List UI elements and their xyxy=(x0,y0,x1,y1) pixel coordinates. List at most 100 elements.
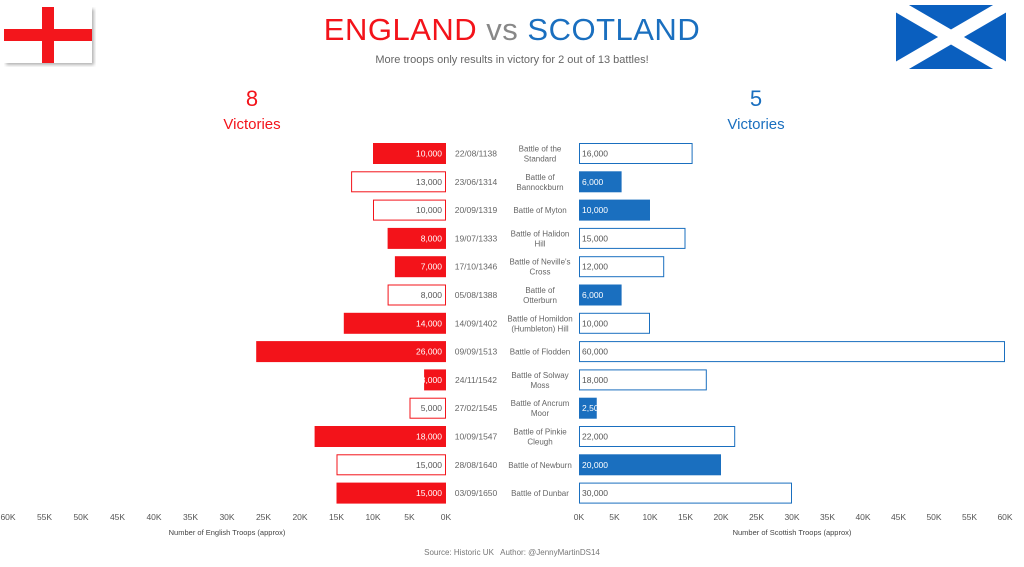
battle-name: Battle of the xyxy=(519,145,562,154)
english-value-label: 15,000 xyxy=(416,488,442,498)
english-bar xyxy=(409,397,446,419)
english-value-label: 10,000 xyxy=(416,149,442,159)
left-axis-tick-label: 30K xyxy=(219,512,234,522)
right-axis-tick-label: 20K xyxy=(713,512,728,522)
english-value-label: 3,000 xyxy=(421,375,443,385)
battle-name: Moss xyxy=(530,381,549,390)
english-value-label: 14,000 xyxy=(416,318,442,328)
title-scotland: SCOTLAND xyxy=(527,12,701,47)
english-bar xyxy=(394,256,446,278)
scottish-value-label: 2,500 xyxy=(582,403,604,413)
battle-name: Battle of Ancrum xyxy=(511,399,570,408)
scottish-value-label: 30,000 xyxy=(582,488,608,498)
right-axis-tick-label: 55K xyxy=(962,512,977,522)
title-england: ENGLAND xyxy=(323,12,478,47)
left-axis-tick-label: 15K xyxy=(329,512,344,522)
english-bar xyxy=(373,199,446,221)
right-axis-tick-label: 40K xyxy=(855,512,870,522)
scottish-value-label: 6,000 xyxy=(582,290,604,300)
battle-name: Battle of xyxy=(525,173,555,182)
scottish-bar xyxy=(579,199,650,221)
left-axis-tick-label: 0K xyxy=(441,512,452,522)
battle-date: 28/08/1640 xyxy=(455,460,498,470)
battle-date: 20/09/1319 xyxy=(455,205,498,215)
right-axis-tick-label: 30K xyxy=(784,512,799,522)
english-value-label: 13,000 xyxy=(416,177,442,187)
battle-name: Battle of Homildon xyxy=(507,314,572,323)
scottish-value-label: 16,000 xyxy=(582,149,608,159)
england-flag xyxy=(4,7,92,63)
english-bar xyxy=(256,341,447,363)
scottish-bar xyxy=(579,143,693,164)
scottish-bar xyxy=(579,369,707,391)
left-axis-tick-label: 60K xyxy=(0,512,15,522)
scottish-bar xyxy=(579,312,650,334)
battle-name: Moor xyxy=(531,409,550,418)
right-axis-tick-label: 10K xyxy=(642,512,657,522)
title-vs: vs xyxy=(486,12,519,47)
english-bar xyxy=(351,171,447,193)
english-bar xyxy=(387,227,447,249)
right-axis-tick-label: 5K xyxy=(609,512,620,522)
scottish-value-label: 12,000 xyxy=(582,262,608,272)
english-bar xyxy=(314,426,446,447)
right-axis-tick-label: 35K xyxy=(820,512,835,522)
left-axis-tick-label: 55K xyxy=(37,512,52,522)
english-bar xyxy=(336,482,446,504)
scottish-bar xyxy=(579,482,792,504)
left-axis-tick-label: 20K xyxy=(292,512,307,522)
scottish-bar xyxy=(579,227,686,249)
english-value-label: 18,000 xyxy=(416,432,442,442)
battle-date: 24/11/1542 xyxy=(455,375,497,385)
source-text: Source: Historic UK xyxy=(424,548,494,557)
right-axis-tick-label: 50K xyxy=(926,512,941,522)
battle-name: Battle of Solway xyxy=(511,371,568,380)
battle-name: Battle of Neville's xyxy=(509,258,570,267)
english-bar xyxy=(424,369,447,391)
battle-date: 05/08/1388 xyxy=(455,290,498,300)
english-bar xyxy=(373,143,446,164)
england-victory-count: 8 xyxy=(245,86,259,111)
right-axis-tick-label: 60K xyxy=(997,512,1012,522)
author-text: Author: @JennyMartinDS14 xyxy=(500,548,600,557)
left-axis-tick-label: 40K xyxy=(146,512,161,522)
battle-name: Cross xyxy=(530,268,551,277)
right-axis-tick-label: 25K xyxy=(749,512,764,522)
battle-name: Battle of Pinkie xyxy=(513,428,567,437)
battle-name: Otterburn xyxy=(523,296,557,305)
left-axis-tick-label: 35K xyxy=(183,512,198,522)
battle-name: Cleugh xyxy=(527,438,552,447)
right-axis-tick-label: 15K xyxy=(678,512,693,522)
scottish-value-label: 20,000 xyxy=(582,460,608,470)
english-value-label: 8,000 xyxy=(421,233,443,243)
english-value-label: 7,000 xyxy=(421,262,443,272)
english-bar xyxy=(343,312,446,334)
english-bar xyxy=(336,454,446,476)
english-value-label: 5,000 xyxy=(421,403,443,413)
scotland-victory-label: Victories xyxy=(727,116,785,133)
battle-name: Standard xyxy=(524,155,556,164)
scottish-value-label: 22,000 xyxy=(582,432,608,442)
english-value-label: 8,000 xyxy=(421,290,443,300)
battle-name: Battle of Dunbar xyxy=(511,489,569,498)
battle-name: Hill xyxy=(534,239,545,248)
scottish-value-label: 60,000 xyxy=(582,347,608,357)
scottish-bar xyxy=(579,454,721,476)
england-victory-label: Victories xyxy=(223,116,281,133)
left-axis-tick-label: 50K xyxy=(73,512,88,522)
right-axis-tick-label: 45K xyxy=(891,512,906,522)
battle-name: Battle of Newburn xyxy=(508,461,572,470)
battle-date: 14/09/1402 xyxy=(455,318,498,328)
page-title: ENGLAND vs SCOTLAND xyxy=(0,12,1024,48)
right-axis-title: Number of Scottish Troops (approx) xyxy=(733,528,852,537)
scottish-value-label: 10,000 xyxy=(582,318,608,328)
battle-date: 10/09/1547 xyxy=(455,432,498,442)
scottish-bar xyxy=(579,171,622,193)
scottish-bar xyxy=(579,341,1005,363)
english-value-label: 10,000 xyxy=(416,205,442,215)
left-axis-tick-label: 45K xyxy=(110,512,125,522)
scottish-value-label: 18,000 xyxy=(582,375,608,385)
left-axis-tick-label: 5K xyxy=(404,512,415,522)
english-bar xyxy=(387,284,447,306)
left-axis-tick-label: 25K xyxy=(256,512,271,522)
